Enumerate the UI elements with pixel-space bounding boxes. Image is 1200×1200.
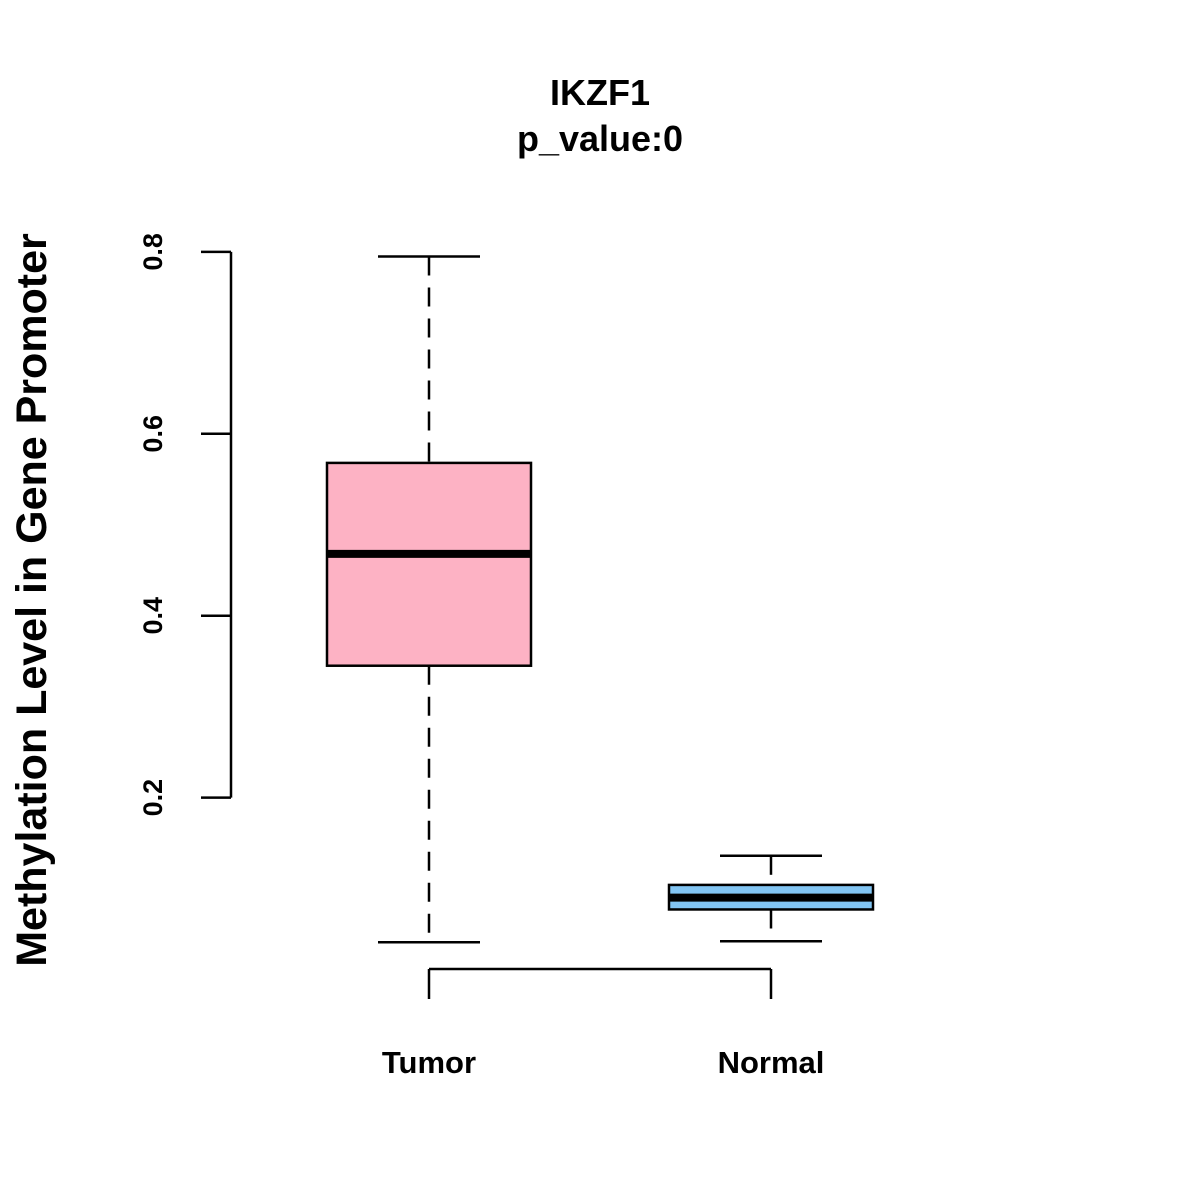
x-tick-label-tumor: Tumor <box>382 1045 476 1080</box>
box-tumor <box>325 255 533 944</box>
y-tick-label: 0.8 <box>138 233 168 271</box>
chart-title: IKZF1 <box>550 72 650 113</box>
boxes <box>325 255 875 944</box>
iqr-box <box>325 461 533 667</box>
y-tick-label: 0.6 <box>138 415 168 453</box>
y-tick-label: 0.4 <box>138 597 168 635</box>
chart-subtitle: p_value:0 <box>517 118 683 159</box>
y-axis-label: Methylation Level in Gene Promoter <box>8 233 56 967</box>
box-normal <box>667 854 875 943</box>
y-axis: 0.2 0.4 0.6 0.8 <box>138 233 233 817</box>
y-tick-label: 0.2 <box>138 779 168 817</box>
x-tick-label-normal: Normal <box>718 1045 825 1080</box>
x-axis: Tumor Normal <box>382 967 825 1080</box>
